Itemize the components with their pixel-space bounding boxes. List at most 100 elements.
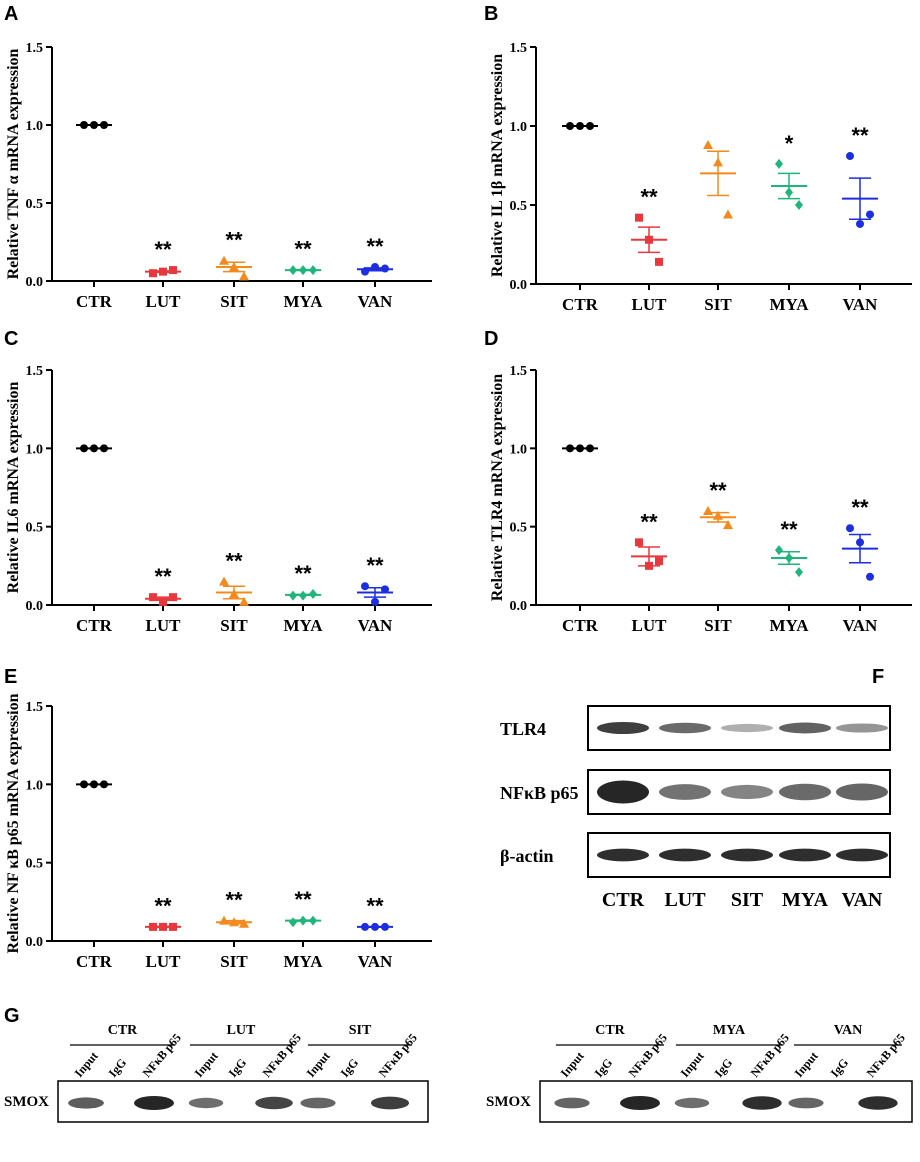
data-point — [149, 922, 157, 931]
data-point — [576, 122, 584, 130]
series-sit: ** — [216, 888, 252, 928]
panel-letter-c: C — [4, 328, 18, 350]
significance-mark: ** — [640, 509, 658, 534]
blot-lane-label: CTR — [602, 889, 645, 911]
data-point — [713, 510, 723, 520]
series-ctr — [76, 444, 112, 453]
data-point — [723, 520, 733, 530]
x-tick-label: MYA — [283, 952, 323, 971]
chart-panel-e: 0.0 0.5 1.0 1.5 Relative NF κB p65 mRNA expr… — [5, 693, 432, 971]
data-point — [775, 545, 783, 556]
lane-label: IgG — [592, 1056, 616, 1080]
lane-label: NFκB p65 — [140, 1031, 184, 1080]
blot-band — [836, 723, 888, 733]
data-point — [169, 266, 177, 275]
significance-mark: ** — [154, 564, 172, 589]
data-point — [90, 121, 98, 129]
blot-band — [134, 1096, 174, 1110]
y-tick-label: 0.0 — [26, 935, 44, 950]
series-mya: ** — [285, 887, 321, 928]
significance-mark: ** — [294, 887, 312, 912]
data-point — [239, 918, 249, 928]
blot-band — [779, 848, 831, 862]
lane-label: NFκB p65 — [864, 1031, 908, 1080]
significance-mark: ** — [640, 185, 658, 210]
chart-panel-d: 0.0 0.5 1.0 1.5 Relative TLR4 mRNA expressio… — [489, 364, 912, 635]
lane-label: IgG — [828, 1056, 852, 1080]
y-tick-label: 1.5 — [510, 41, 528, 56]
blot-band — [188, 1097, 224, 1109]
x-tick-label: SIT — [220, 616, 248, 635]
blot-lane-label: VAN — [842, 889, 883, 911]
data-point — [856, 219, 864, 228]
y-axis-label: Relative NF κB p65 mRNA expression — [5, 693, 22, 953]
data-point — [289, 265, 297, 276]
blot-band — [742, 1096, 782, 1110]
data-point — [371, 262, 379, 271]
series-mya: ** — [771, 517, 807, 578]
y-tick-label: 0.0 — [510, 278, 528, 293]
significance-mark: ** — [851, 495, 869, 520]
data-point — [645, 235, 653, 244]
data-point — [371, 597, 379, 606]
series-ctr — [76, 780, 112, 789]
data-point — [361, 267, 369, 276]
lane-label: Input — [678, 1049, 707, 1080]
data-point — [361, 922, 369, 931]
data-point — [309, 915, 317, 926]
blot-row-1: NFκB p65 — [500, 769, 891, 815]
data-point — [229, 261, 239, 271]
x-tick-label: VAN — [358, 292, 393, 311]
series-van: ** — [357, 894, 393, 931]
x-tick-label: VAN — [843, 616, 878, 635]
western-blot-panel: TLR4 NFκB p65 β-actin CTR LUT SIT MYA VAN — [500, 705, 891, 911]
data-point — [80, 444, 88, 453]
data-point — [795, 567, 803, 578]
series-ctr — [562, 444, 598, 453]
data-point — [775, 158, 783, 169]
series-van: ** — [357, 553, 393, 606]
group-label: CTR — [108, 1023, 138, 1038]
data-point — [159, 267, 167, 276]
significance-mark: * — [785, 131, 794, 156]
blot-row-label: β-actin — [500, 846, 553, 866]
series-sit — [700, 139, 736, 219]
x-tick-label: MYA — [769, 616, 809, 635]
data-point — [159, 597, 167, 606]
series-lut: ** — [631, 509, 667, 570]
significance-mark: ** — [709, 478, 727, 503]
data-point — [645, 561, 653, 570]
lane-label: Input — [304, 1049, 333, 1080]
significance-mark: ** — [366, 553, 384, 578]
significance-mark: ** — [366, 234, 384, 259]
lane-label: Input — [792, 1049, 821, 1080]
data-point — [655, 257, 663, 266]
lane-label: NFκB p65 — [376, 1031, 420, 1080]
data-point — [381, 585, 389, 594]
blot-band — [788, 1097, 824, 1109]
series-mya: * — [771, 131, 807, 210]
panel-letter-d: D — [484, 328, 498, 350]
series-lut: ** — [145, 893, 181, 931]
lane-label: NFκB p65 — [260, 1031, 304, 1080]
significance-mark: ** — [154, 893, 172, 918]
data-point — [371, 922, 379, 931]
lane-label: Input — [558, 1049, 587, 1080]
data-point — [169, 593, 177, 602]
data-point — [80, 121, 88, 129]
blot-band — [620, 1096, 660, 1110]
data-point — [149, 593, 157, 602]
data-point — [866, 572, 874, 581]
x-tick-label: LUT — [632, 616, 668, 635]
lane-label: NFκB p65 — [748, 1031, 792, 1080]
x-tick-label: MYA — [283, 616, 323, 635]
significance-mark: ** — [780, 517, 798, 542]
data-point — [229, 589, 239, 599]
data-point — [100, 444, 108, 453]
x-tick-label: LUT — [146, 616, 182, 635]
y-axis-label: Relative IL 1β mRNA expression — [489, 54, 506, 277]
